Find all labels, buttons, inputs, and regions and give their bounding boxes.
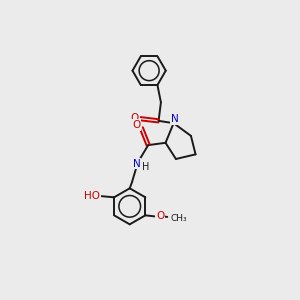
Text: N: N — [133, 159, 140, 169]
Text: CH₃: CH₃ — [171, 214, 188, 223]
Text: O: O — [131, 113, 139, 123]
Text: HO: HO — [84, 191, 100, 201]
Text: N: N — [171, 114, 178, 124]
Text: H: H — [142, 162, 150, 172]
Text: O: O — [132, 120, 140, 130]
Text: O: O — [156, 212, 164, 221]
